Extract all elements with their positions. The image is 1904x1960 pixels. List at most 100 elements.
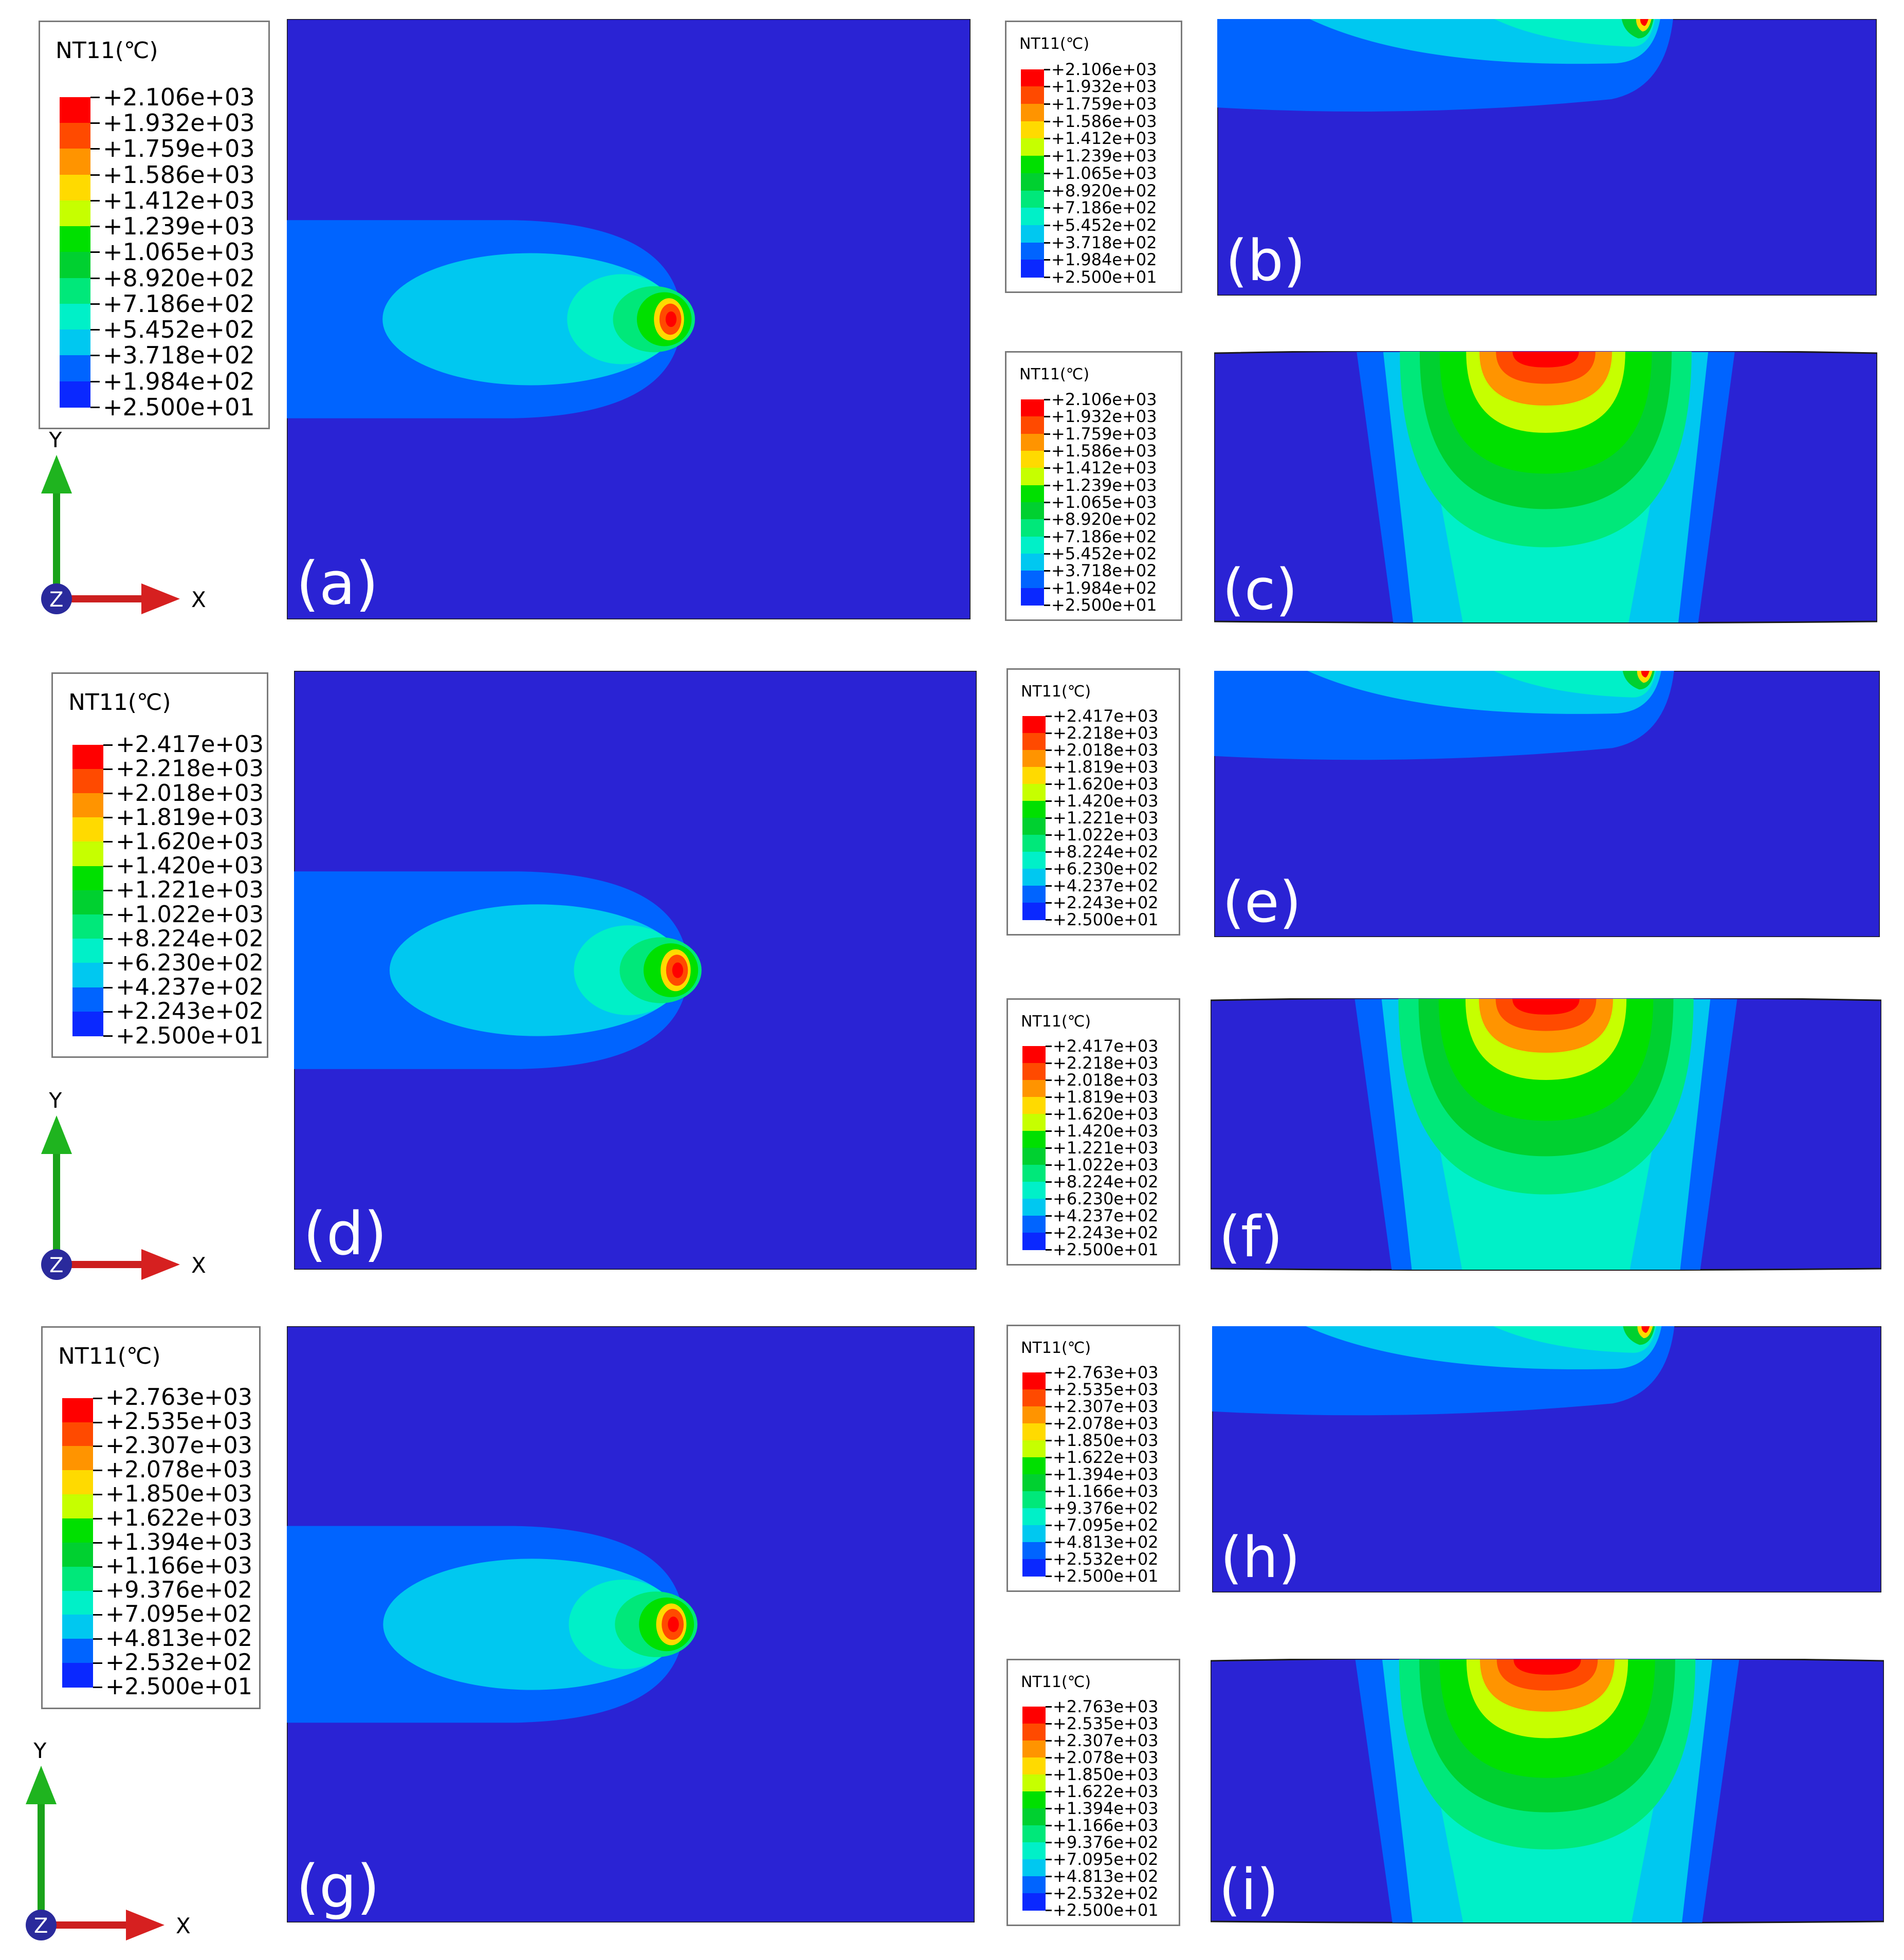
- panel-label: (c): [1222, 557, 1297, 622]
- legend-tick: [93, 1421, 102, 1423]
- legend-value: +4.813e+02: [1053, 1532, 1159, 1552]
- legend-value: +7.095e+02: [105, 1601, 252, 1628]
- x-axis-label: X: [176, 1913, 190, 1938]
- legend-value: +1.022e+03: [116, 900, 264, 928]
- legend-tick: [103, 938, 113, 940]
- legend-g: NT11(℃) +2.763e+03 +2.535e+03 +2.307e+03 +2.…: [41, 1326, 261, 1709]
- legend-swatch: [62, 1398, 93, 1423]
- legend-value: +3.718e+02: [1051, 561, 1157, 581]
- legend-value: +2.243e+02: [1053, 892, 1159, 912]
- legend-swatch: [60, 149, 90, 175]
- panel-label: (g): [296, 1853, 380, 1921]
- panel-label: (f): [1219, 1204, 1283, 1270]
- legend-value: +9.376e+02: [1053, 1498, 1159, 1518]
- legend-swatch: [60, 329, 90, 356]
- legend-swatch: [1022, 716, 1046, 734]
- panel-label: (h): [1220, 1525, 1301, 1590]
- legend-tick: [1046, 1422, 1052, 1424]
- panel-label: (e): [1222, 869, 1302, 935]
- legend-value: +2.500e+01: [1053, 1900, 1159, 1920]
- legend-tick: [1044, 519, 1050, 521]
- legend-swatch: [1021, 86, 1044, 105]
- legend-value: +1.022e+03: [1053, 1155, 1159, 1175]
- contour-plot-a: (a): [287, 19, 971, 619]
- legend-value: +2.532e+02: [1053, 1549, 1159, 1569]
- legend-swatch: [1022, 1723, 1046, 1741]
- legend-tick: [93, 1590, 102, 1592]
- legend-value: +1.759e+03: [1051, 94, 1157, 114]
- legend-value: +7.186e+02: [1051, 526, 1157, 546]
- legend-tick: [1046, 800, 1052, 802]
- isotherm-zone: [1512, 352, 1579, 368]
- panel-label: (i): [1219, 1857, 1278, 1922]
- legend-tick: [1044, 155, 1050, 157]
- legend-swatch: [72, 963, 103, 988]
- legend-tick: [1046, 919, 1052, 921]
- legend-swatch: [72, 817, 103, 842]
- legend-value: +2.417e+03: [116, 730, 264, 758]
- legend-tick: [1046, 868, 1052, 870]
- legend-tick: [1046, 766, 1052, 768]
- legend-swatch: [1022, 1198, 1046, 1216]
- legend-value: +1.022e+03: [1053, 825, 1159, 845]
- legend-value: +1.620e+03: [1053, 774, 1159, 794]
- isotherm-zone: [1493, 1326, 1657, 1353]
- legend-h: NT11(℃) +2.763e+03 +2.535e+03 +2.307e+03 +2.…: [1006, 1325, 1180, 1592]
- legend-value: +7.095e+02: [1053, 1515, 1159, 1535]
- legend-swatch: [1022, 1525, 1046, 1543]
- legend-value: +1.394e+03: [105, 1529, 252, 1555]
- legend-value: +1.166e+03: [1053, 1815, 1159, 1835]
- legend-tick: [1044, 259, 1050, 261]
- heat-source-spot: [665, 311, 677, 327]
- legend-value: +1.819e+03: [116, 803, 264, 831]
- legend-value: +1.850e+03: [1053, 1764, 1159, 1784]
- legend-tick: [1046, 715, 1052, 717]
- legend-swatch: [1021, 571, 1044, 589]
- legend-swatch: [1022, 1542, 1046, 1560]
- legend-tick: [1046, 1062, 1052, 1064]
- legend-value: +2.018e+03: [116, 779, 264, 807]
- legend-value: +2.018e+03: [1053, 740, 1159, 760]
- legend-e: NT11(℃) +2.417e+03 +2.218e+03 +2.018e+03 +1.…: [1006, 668, 1180, 936]
- isotherm-zone: [1494, 19, 1655, 47]
- legend-tick: [103, 914, 113, 916]
- legend-title: NT11(℃): [1021, 1339, 1091, 1357]
- legend-swatch: [1021, 553, 1044, 572]
- legend-swatch: [1022, 1474, 1046, 1492]
- legend-tick: [1046, 1232, 1052, 1234]
- z-axis-label: Z: [34, 1914, 48, 1938]
- legend-swatch: [1022, 817, 1046, 835]
- legend-value: +4.237e+02: [1053, 875, 1159, 895]
- y-axis-label: Y: [48, 432, 62, 452]
- legend-value: +1.412e+03: [103, 186, 255, 214]
- legend-swatch: [1021, 519, 1044, 537]
- legend-value: +2.078e+03: [1053, 1747, 1159, 1767]
- legend-swatch: [1022, 732, 1046, 750]
- legend-tick: [1046, 1147, 1052, 1149]
- legend-tick: [90, 277, 100, 279]
- legend-tick: [90, 96, 100, 98]
- legend-value: +1.420e+03: [1053, 1121, 1159, 1141]
- legend-swatch: [1022, 1063, 1046, 1080]
- legend-value: +2.535e+03: [1053, 1713, 1159, 1733]
- legend-swatch: [62, 1470, 93, 1495]
- contour-plot-i: (i): [1211, 1659, 1884, 1924]
- legend-value: +2.500e+01: [103, 393, 255, 421]
- legend-swatch: [62, 1615, 93, 1640]
- legend-value: +8.224e+02: [116, 924, 264, 952]
- legend-tick: [90, 407, 100, 408]
- legend-value: +2.307e+03: [1053, 1730, 1159, 1750]
- legend-tick: [1046, 834, 1052, 836]
- legend-title: NT11(℃): [68, 689, 171, 716]
- legend-swatch: [1022, 1372, 1046, 1390]
- x-axis-arrowhead: [141, 1249, 180, 1280]
- legend-value: +1.984e+02: [1051, 578, 1157, 598]
- legend-swatch: [1022, 783, 1046, 801]
- legend-tick: [1046, 1405, 1052, 1407]
- heat-source-spot: [672, 962, 683, 978]
- legend-swatch: [1021, 69, 1044, 87]
- legend-swatch: [1021, 536, 1044, 554]
- legend-tick: [1044, 450, 1050, 452]
- legend-tick: [1044, 536, 1050, 538]
- legend-tick: [103, 986, 113, 988]
